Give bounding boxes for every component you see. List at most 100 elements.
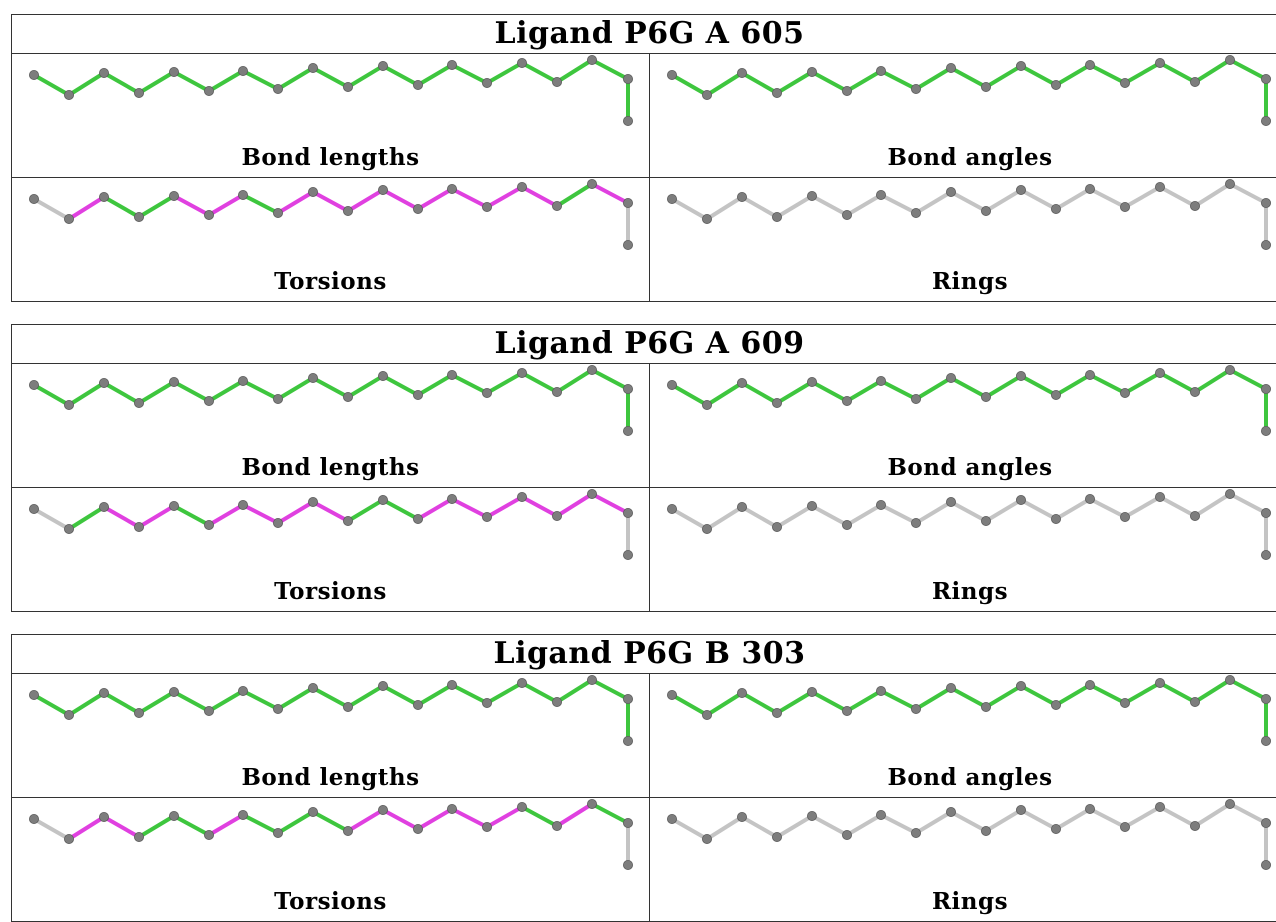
atom (841, 86, 852, 97)
bond-outlier (450, 497, 489, 519)
atom (980, 391, 991, 402)
atom (875, 375, 886, 386)
atom (841, 520, 852, 531)
bond-neutral (1228, 182, 1268, 205)
molecule-diagram (666, 489, 1272, 561)
bond-ok (137, 70, 176, 95)
atom (377, 61, 388, 71)
bond-outlier (485, 495, 524, 519)
atom (702, 834, 713, 845)
atom (980, 515, 991, 526)
bond-outlier (555, 492, 594, 518)
bond-ok (590, 368, 630, 391)
bond-ok (346, 684, 385, 709)
bond-neutral (1158, 185, 1197, 208)
atom (307, 806, 318, 817)
bond-ok (810, 70, 849, 93)
bond-outlier (590, 182, 630, 205)
bond-ok (450, 373, 489, 395)
atom (623, 73, 634, 84)
bond-ok (705, 71, 744, 97)
bond-ok (740, 71, 779, 95)
panel-label: Rings (931, 888, 1009, 915)
atom (623, 197, 634, 208)
bond-ok (32, 693, 71, 717)
bond-ok (1228, 368, 1268, 391)
atom (272, 703, 283, 714)
bond-neutral (775, 814, 814, 839)
atom (168, 66, 179, 77)
panel-bond-lengths: Bond lengths (12, 54, 650, 177)
bond-outlier (590, 492, 630, 515)
atom (945, 806, 956, 817)
bond-ok (276, 686, 315, 711)
atom (702, 400, 713, 411)
atom (134, 398, 145, 409)
atom (516, 492, 527, 502)
atom (412, 389, 423, 400)
panel-label: Torsions (274, 888, 387, 915)
panel-row: Torsions Rings (12, 797, 1276, 921)
atom (945, 682, 956, 693)
atom (1225, 675, 1236, 685)
atom (99, 377, 110, 388)
bond-ok (914, 376, 953, 401)
atom (1190, 386, 1201, 397)
molecule-diagram (28, 799, 634, 871)
bond-ok (381, 64, 420, 87)
bond-outlier (137, 504, 176, 529)
atom (666, 503, 677, 514)
atom (552, 696, 563, 707)
bond-ok (485, 371, 524, 395)
atom (772, 212, 783, 223)
bond-neutral (705, 815, 744, 841)
panel-row: Bond lengths Bond angles (12, 54, 1276, 177)
panel-rings: Rings (650, 488, 1276, 611)
bond-neutral (949, 500, 988, 523)
bond-outlier (207, 813, 245, 837)
atom (481, 697, 492, 708)
atom (446, 804, 457, 814)
bond-ok (137, 690, 176, 715)
atom (552, 200, 563, 211)
panel-label: Rings (931, 268, 1009, 295)
atom (342, 205, 353, 216)
panel-row: Torsions Rings (12, 177, 1276, 301)
bond-outlier (485, 185, 524, 209)
atom (910, 83, 921, 94)
atom (134, 212, 145, 223)
bond-ok (775, 380, 814, 405)
atom (1084, 494, 1095, 504)
bond-neutral (1193, 802, 1232, 828)
bond-ok (1054, 63, 1092, 87)
atom (64, 400, 75, 411)
atom (272, 517, 283, 528)
atom (910, 207, 921, 218)
bond-ok (949, 66, 988, 89)
atom (623, 507, 634, 518)
atom (737, 687, 748, 698)
bond-ok (137, 814, 176, 839)
panel-label: Bond lengths (241, 764, 420, 791)
atom (623, 116, 634, 127)
atom (552, 386, 563, 397)
atom (1261, 197, 1272, 208)
atom (203, 830, 214, 841)
bond-ok (137, 380, 176, 405)
panel-torsions: Torsions (12, 178, 650, 301)
atom (875, 65, 886, 76)
atom (1050, 389, 1061, 400)
atom (64, 214, 75, 225)
bond-ok (590, 58, 630, 81)
atom (1154, 802, 1165, 812)
molecule-diagram (666, 799, 1272, 871)
atom (1261, 507, 1272, 518)
bond-ok (670, 383, 709, 407)
atom (702, 524, 713, 535)
atom (1261, 817, 1272, 828)
bond-neutral (740, 505, 779, 529)
bond-neutral (740, 195, 779, 219)
atom (203, 520, 214, 531)
atom (412, 699, 423, 710)
molecule-diagram (666, 179, 1272, 251)
